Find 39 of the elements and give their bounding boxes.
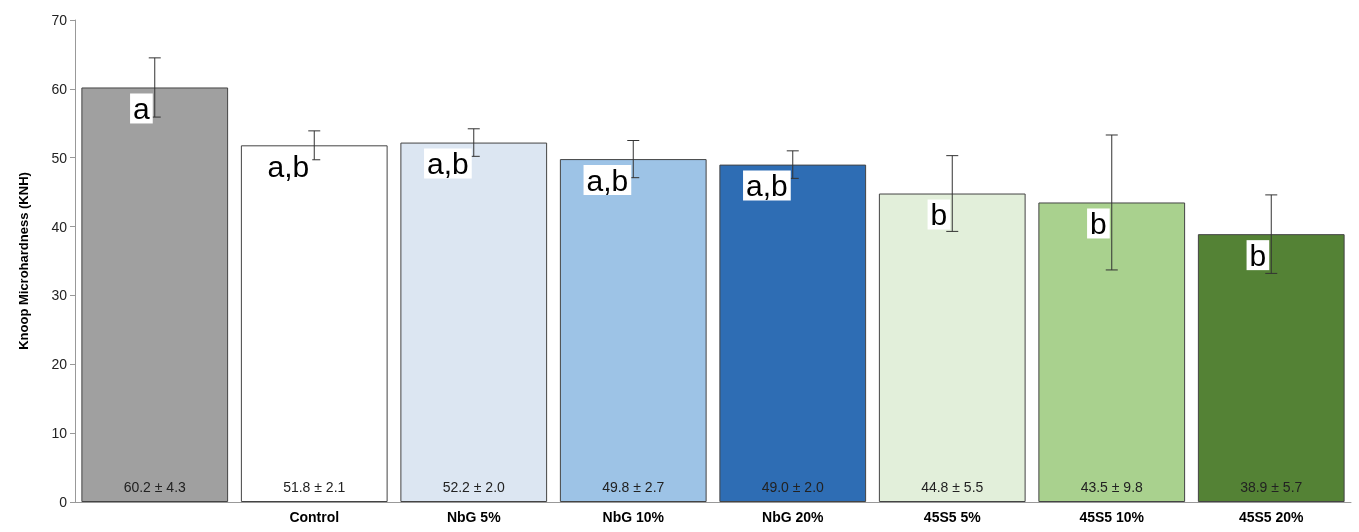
data-label: 51.8 ± 2.1	[283, 479, 346, 495]
bar	[559, 159, 707, 502]
x-tick-label: 45S5 10%	[1079, 509, 1145, 525]
x-tick-label: 45S5 20%	[1238, 509, 1305, 525]
data-label: 49.8 ± 2.7	[602, 479, 665, 495]
annotation: a,b	[746, 169, 788, 203]
annotation: b	[930, 198, 948, 232]
y-tick-label: 10	[51, 425, 68, 442]
annotation: a,b	[267, 149, 310, 183]
x-tick-label: Control	[289, 509, 340, 525]
y-tick-label: 60	[51, 80, 68, 97]
x-tick-label: 45S5 5%	[923, 509, 982, 525]
bar	[719, 164, 867, 502]
y-tick-label: 20	[51, 356, 68, 373]
y-axis-title: Knoop Microhardness (KNH)	[16, 172, 31, 350]
y-tick-label: 30	[51, 287, 68, 304]
y-tick-label: 50	[51, 149, 68, 166]
x-tick-label: NbG 20%	[762, 509, 825, 525]
y-tick-label: 40	[51, 218, 68, 235]
annotation: a,b	[427, 147, 469, 181]
bar	[1038, 202, 1186, 502]
bar	[400, 142, 548, 502]
data-label: 49.0 ± 2.0	[761, 479, 825, 495]
annotation: a,b	[586, 163, 629, 197]
data-label: 43.5 ± 9.8	[1080, 479, 1144, 495]
data-label: 44.8 ± 5.5	[921, 479, 984, 495]
y-tick-label: 0	[59, 494, 68, 510]
x-tick-label: NbG 5%	[446, 509, 502, 525]
annotation: b	[1090, 206, 1107, 240]
bar	[1197, 234, 1345, 502]
x-tick-label: NbG 10%	[602, 509, 665, 525]
data-label: 38.9 ± 5.7	[1240, 479, 1303, 495]
data-label: 60.2 ± 4.3	[123, 479, 187, 495]
annotation: b	[1249, 238, 1267, 272]
y-tick-label: 70	[51, 12, 68, 28]
bar	[240, 145, 388, 502]
data-label: 52.2 ± 2.0	[442, 479, 506, 495]
annotation: a	[133, 91, 151, 125]
bar	[878, 193, 1026, 502]
